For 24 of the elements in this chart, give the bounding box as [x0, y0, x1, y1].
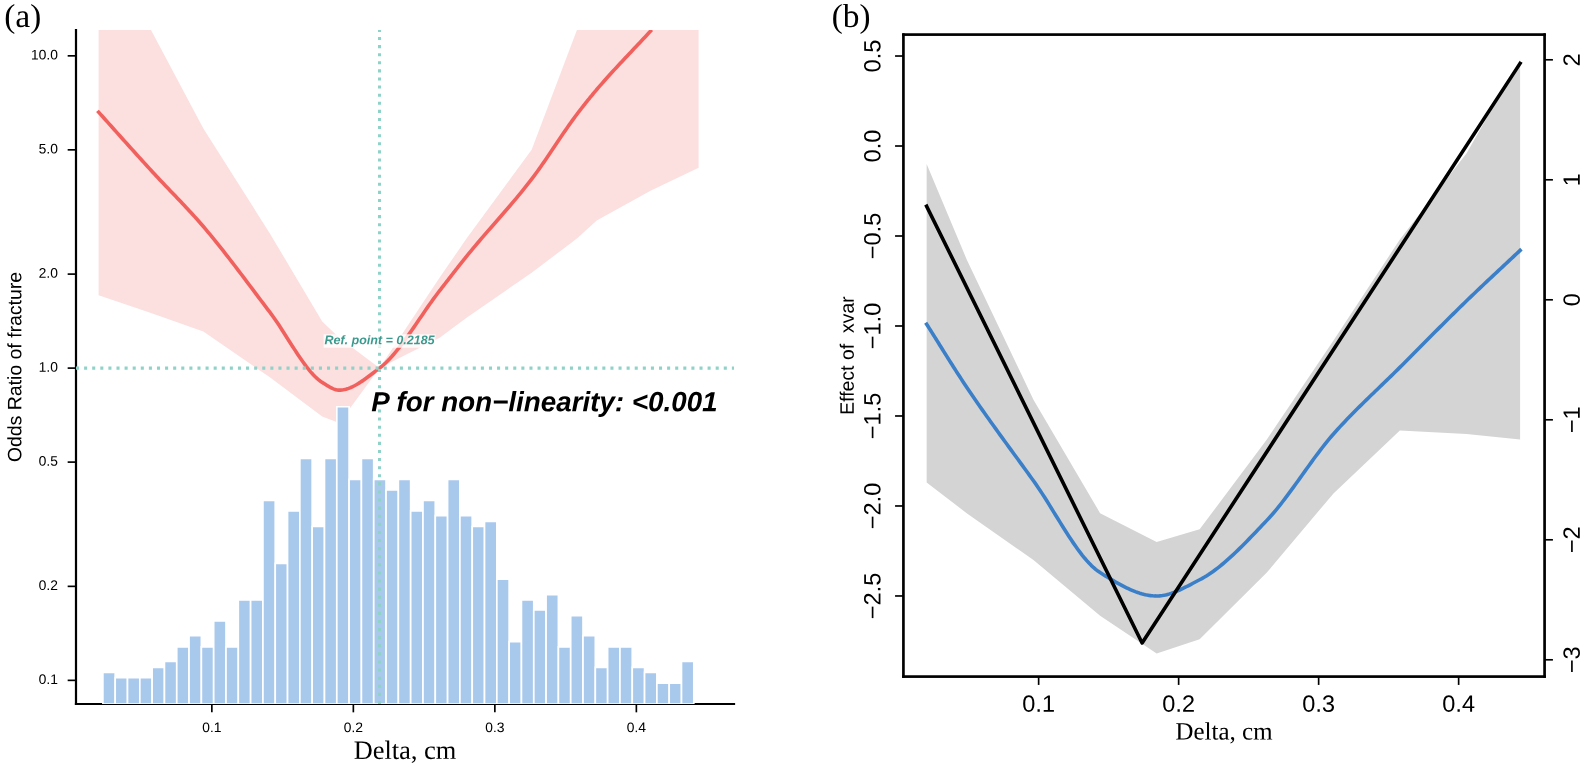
y-tick-label: −1.0 — [863, 303, 881, 349]
annotation: P for non−linearity: <0.001 — [371, 391, 717, 418]
y-tick-label: 0.5 — [863, 40, 881, 72]
x-axis-title: Delta, cm — [1176, 722, 1273, 744]
y-axis-title: Effect of xvar — [839, 296, 854, 414]
x-tick-label: 0.4 — [1443, 695, 1475, 712]
x-axis-title: Delta, cm — [354, 740, 456, 763]
y-axis-title: Odds Ratio of fracture — [7, 272, 22, 462]
y-tick-label: −0.5 — [863, 213, 881, 259]
x-tick-label: 0.2 — [1163, 695, 1194, 712]
chart-title: (b) — [833, 3, 870, 35]
y2-tick-label: −3 — [1563, 647, 1580, 673]
y-tick-label: −1.5 — [864, 393, 881, 439]
y2-tick-label: −2 — [1563, 527, 1580, 553]
x-tick-label: 0.3 — [1303, 695, 1335, 712]
chart-title: (a) — [5, 3, 40, 35]
y-tick-label: −2.0 — [863, 483, 881, 529]
y2-tick-label: −1 — [1563, 407, 1580, 433]
y2-tick-label: 1 — [1563, 174, 1580, 185]
y-tick-label: 0.0 — [863, 130, 881, 162]
y2-tick-label: 0 — [1563, 294, 1580, 306]
y-tick-label: −2.5 — [863, 573, 881, 619]
y2-tick-label: 2 — [1563, 54, 1580, 66]
x-tick-label: 0.1 — [1023, 695, 1054, 712]
